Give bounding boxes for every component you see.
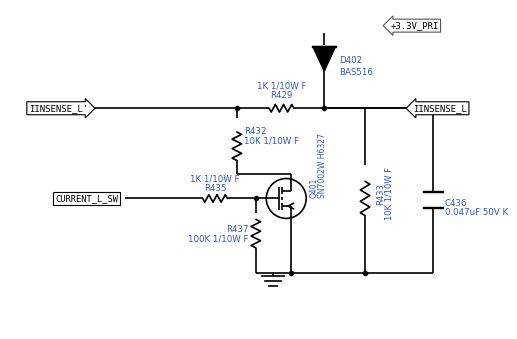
Text: 10K 1/10W F: 10K 1/10W F [245,137,299,146]
Text: +3.3V_PRI: +3.3V_PRI [390,21,438,30]
Text: BAS516: BAS516 [339,68,373,77]
Text: 1K 1/10W F: 1K 1/10W F [257,82,306,91]
Text: R435: R435 [204,184,226,194]
Text: R432: R432 [245,127,267,137]
Text: IINSENSE_L: IINSENSE_L [413,104,467,113]
Text: 1K 1/10W F: 1K 1/10W F [190,175,240,184]
Text: 10K 1/10W F: 10K 1/10W F [385,167,394,220]
Text: C436: C436 [445,199,467,208]
Text: Q401: Q401 [310,178,319,198]
Text: CURRENT_L_SW: CURRENT_L_SW [55,194,118,203]
Text: 0.047uF 50V K: 0.047uF 50V K [445,208,508,217]
Text: D402: D402 [339,56,362,65]
Text: SN7002W H6327: SN7002W H6327 [317,134,327,198]
Text: R429: R429 [270,92,293,100]
Polygon shape [313,46,336,71]
Text: IINSENSE_L': IINSENSE_L' [29,104,88,113]
Text: 100K 1/10W F: 100K 1/10W F [188,235,248,244]
Text: R437: R437 [226,225,248,234]
Text: R433: R433 [376,183,386,205]
